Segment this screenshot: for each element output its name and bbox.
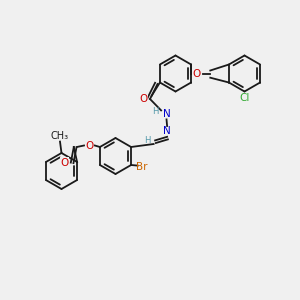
Text: H: H [144, 136, 150, 145]
Text: O: O [60, 158, 68, 168]
Text: N: N [163, 126, 171, 136]
Text: O: O [139, 94, 148, 104]
Text: O: O [85, 140, 94, 151]
Text: Br: Br [136, 161, 147, 172]
Text: Cl: Cl [239, 93, 250, 103]
Text: H: H [152, 106, 158, 116]
Text: CH₃: CH₃ [51, 131, 69, 141]
Text: O: O [193, 69, 201, 79]
Text: N: N [163, 109, 170, 119]
